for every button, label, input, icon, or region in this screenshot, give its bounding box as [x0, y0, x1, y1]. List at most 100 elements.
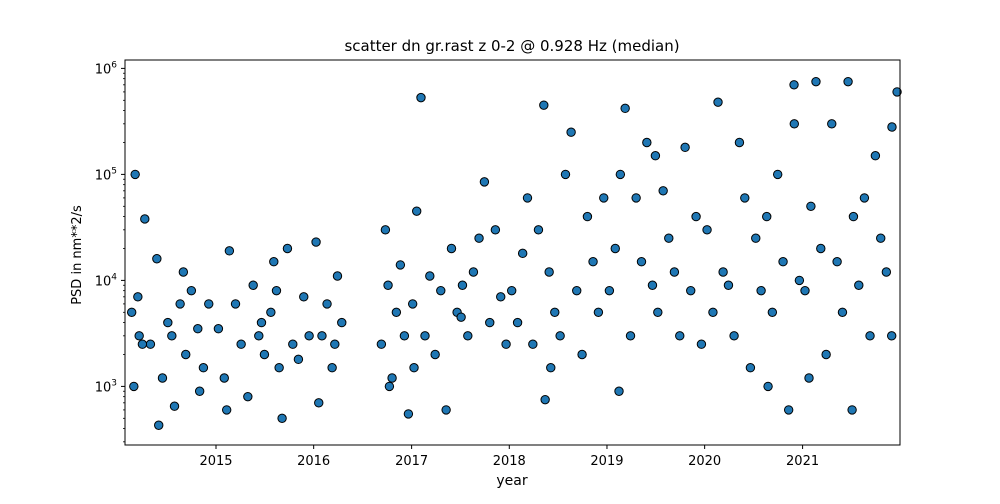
data-point	[778, 257, 788, 267]
data-point	[539, 100, 549, 110]
x-tick-label: 2015	[199, 454, 232, 469]
data-point	[337, 317, 347, 328]
data-point	[399, 331, 410, 341]
data-point	[145, 339, 156, 349]
data-point	[588, 257, 598, 267]
data-point	[416, 92, 426, 103]
data-point	[734, 137, 745, 148]
data-point	[130, 169, 140, 180]
data-point	[854, 280, 864, 290]
data-point	[832, 257, 842, 267]
data-point	[457, 280, 468, 290]
data-point	[800, 285, 810, 296]
data-point	[528, 339, 538, 349]
data-point	[582, 211, 593, 222]
data-point	[490, 225, 501, 235]
data-point	[407, 299, 418, 309]
data-point	[198, 363, 209, 373]
data-point	[259, 349, 270, 360]
data-point	[658, 186, 668, 196]
data-point	[409, 363, 419, 373]
data-point	[330, 339, 340, 349]
data-point	[204, 299, 214, 309]
y-tick-label: 103	[95, 378, 117, 395]
data-point	[533, 225, 544, 235]
data-point	[384, 381, 395, 392]
data-point	[304, 331, 314, 341]
data-point	[653, 307, 663, 318]
data-point	[376, 339, 387, 349]
data-point	[391, 307, 402, 318]
data-point	[647, 280, 658, 290]
data-point	[507, 285, 517, 296]
data-point	[243, 391, 253, 402]
data-point	[517, 248, 528, 259]
data-point	[317, 331, 327, 341]
data-point	[266, 307, 276, 318]
data-point	[271, 285, 282, 296]
data-point	[550, 307, 560, 318]
data-point	[843, 76, 853, 87]
data-point	[642, 137, 652, 148]
data-point	[277, 413, 287, 424]
data-point	[412, 206, 422, 216]
data-point	[636, 257, 647, 267]
x-tick-label: 2020	[688, 454, 721, 469]
data-point	[789, 80, 799, 90]
data-point	[479, 177, 490, 187]
data-point	[804, 373, 814, 383]
data-point	[380, 225, 391, 235]
data-point	[566, 127, 576, 137]
data-point	[213, 324, 224, 334]
data-point	[816, 243, 826, 254]
data-point	[485, 317, 495, 328]
data-point	[269, 257, 279, 267]
data-point	[167, 331, 177, 341]
y-tick-label: 105	[95, 166, 117, 183]
data-point	[876, 233, 886, 243]
data-point	[713, 97, 723, 107]
data-point	[794, 275, 805, 286]
data-point	[740, 193, 750, 203]
data-point	[669, 267, 680, 277]
data-point	[496, 292, 506, 302]
data-point	[614, 386, 624, 396]
data-point	[686, 285, 696, 296]
data-point	[892, 87, 902, 97]
data-point	[140, 214, 150, 224]
data-point	[599, 193, 609, 203]
data-point	[718, 267, 728, 277]
data-point	[767, 307, 778, 318]
data-point	[395, 260, 406, 270]
data-point	[680, 142, 690, 153]
data-point	[859, 193, 870, 203]
data-point	[137, 339, 148, 349]
data-point	[441, 405, 451, 415]
data-point	[615, 169, 626, 180]
data-point	[546, 363, 556, 373]
y-tick-label: 106	[95, 60, 118, 77]
data-point	[474, 233, 484, 243]
data-point	[593, 307, 604, 318]
data-point	[293, 354, 304, 365]
data-point	[751, 233, 761, 243]
chart-title: scatter dn gr.rast z 0-2 @ 0.928 Hz (med…	[344, 37, 679, 55]
x-tick-label: 2017	[395, 454, 428, 469]
data-point	[163, 317, 173, 328]
data-point	[620, 103, 630, 114]
data-point	[288, 339, 298, 349]
data-point	[387, 373, 397, 383]
data-point	[152, 254, 162, 264]
data-point	[821, 349, 831, 360]
data-point	[178, 267, 189, 277]
data-point	[194, 386, 205, 396]
data-point	[254, 331, 264, 341]
data-point	[887, 122, 897, 132]
data-point	[311, 237, 321, 247]
data-point	[729, 331, 739, 341]
x-axis-label: year	[496, 473, 527, 489]
data-point	[555, 331, 565, 341]
data-point	[332, 271, 343, 281]
x-tick-label: 2021	[786, 454, 819, 469]
